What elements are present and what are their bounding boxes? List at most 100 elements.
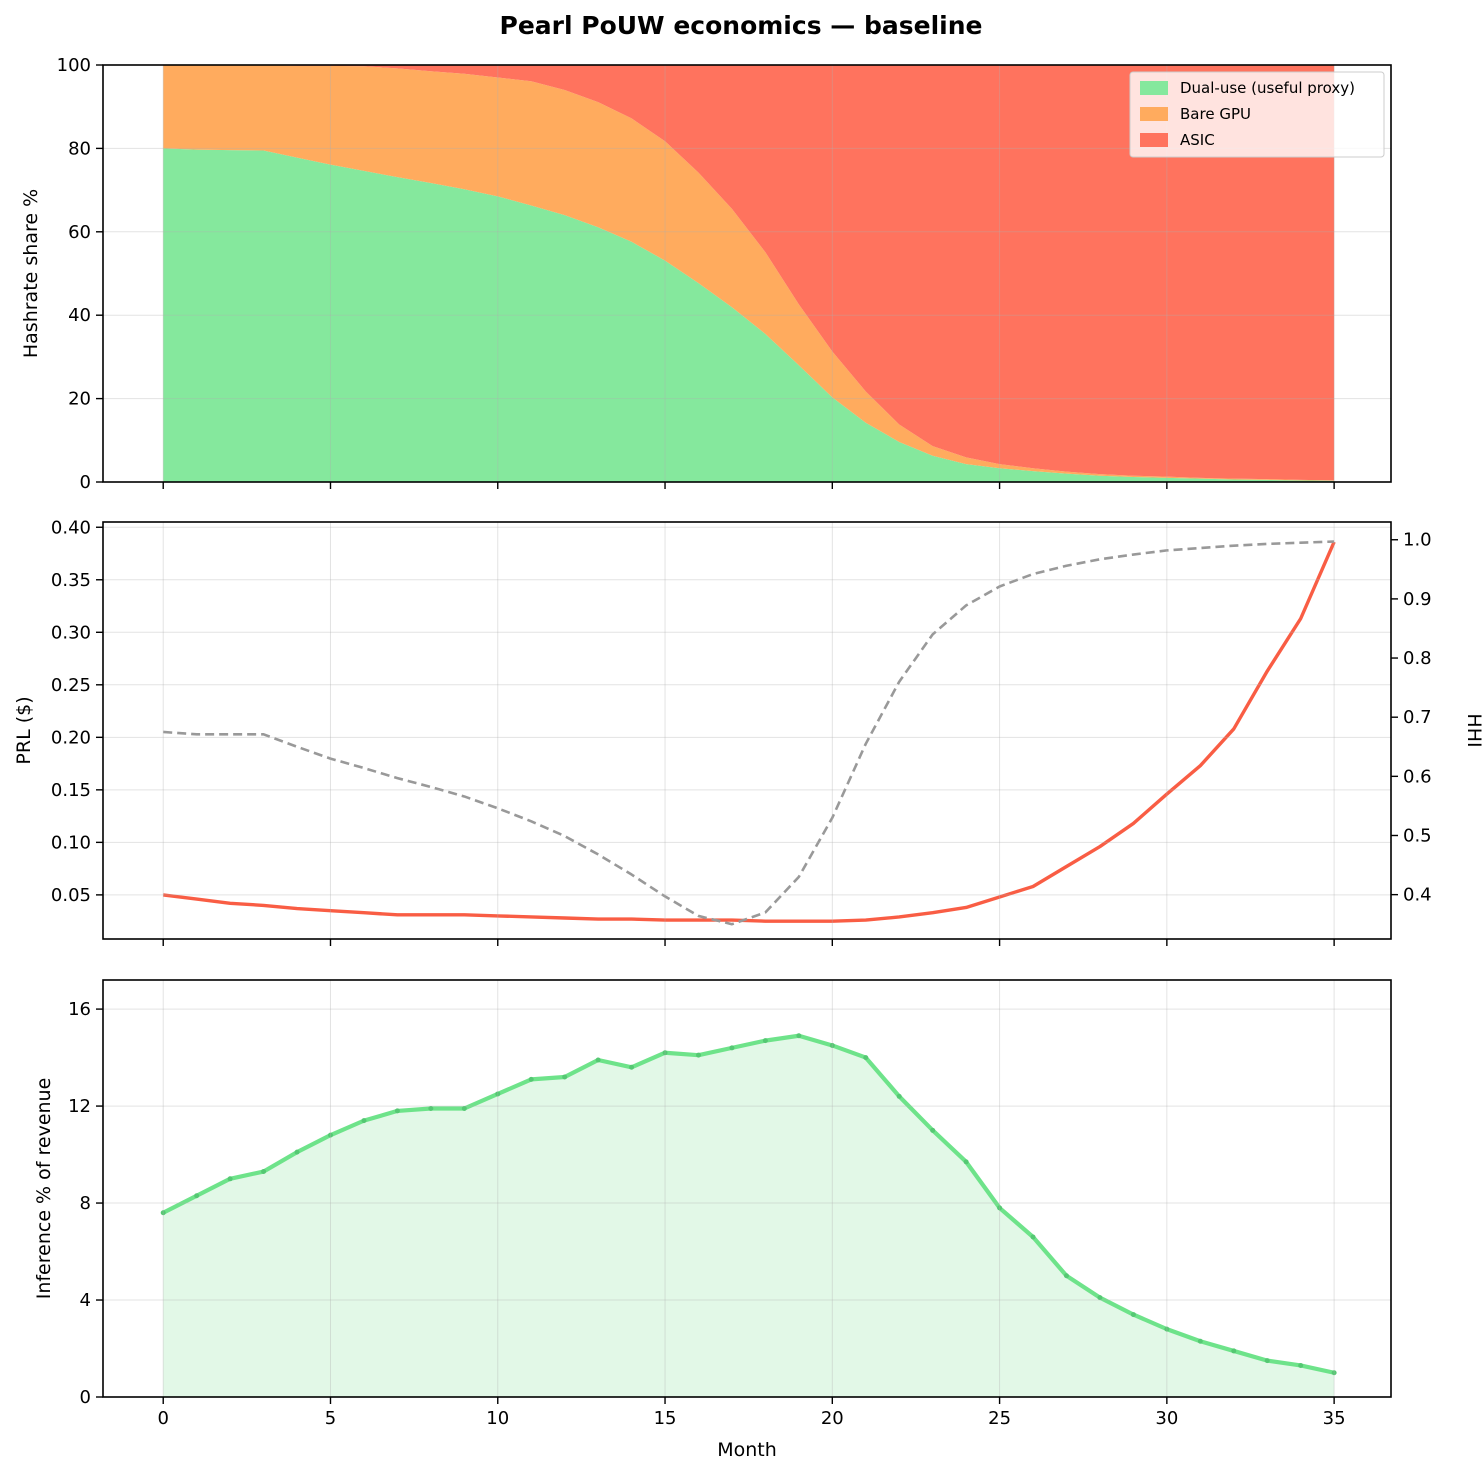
inference-point: [361, 1118, 367, 1124]
legend-label: Dual-use (useful proxy): [1180, 79, 1355, 97]
figure-title: Pearl PoUW economics — baseline: [500, 11, 983, 40]
y2-tick-label: 0.8: [1403, 648, 1432, 669]
inference-area: [163, 1035, 1335, 1397]
legend-swatch: [1140, 133, 1168, 147]
legend-box: [1129, 71, 1385, 158]
x-tick-label: 25: [988, 1408, 1011, 1429]
y2-axis-label: HHI: [1463, 713, 1483, 747]
x-tick-label: 20: [821, 1408, 844, 1429]
y-tick-label: 0.15: [51, 780, 91, 801]
inference-point: [997, 1205, 1003, 1211]
inference-point: [1197, 1338, 1203, 1344]
prl-line: [163, 541, 1336, 923]
inference-point: [194, 1193, 200, 1199]
y2-tick-label: 0.7: [1403, 707, 1432, 728]
y-tick-label: 0: [80, 472, 91, 493]
y-tick-label: 20: [68, 389, 91, 410]
inference-point: [629, 1064, 635, 1070]
inference-point: [461, 1105, 467, 1111]
inference-point: [1331, 1370, 1337, 1376]
y-tick-label: 12: [68, 1096, 91, 1117]
plot-area: [160, 1033, 1337, 1397]
inference-point: [729, 1045, 735, 1051]
y-axis-label: Hashrate share %: [20, 189, 42, 358]
inference-point: [428, 1105, 434, 1111]
panel-3: 0 5 10 15 20 25 30 35 0 4 8 12 16 Inference % of reve…: [33, 979, 1392, 1461]
inference-point: [1164, 1326, 1170, 1332]
y-tick-label: 8: [80, 1193, 91, 1214]
y-tick-label: 0.35: [51, 570, 91, 591]
y-tick-label: 0.25: [51, 675, 91, 696]
y-tick-label: 0.20: [51, 727, 91, 748]
legend-label: ASIC: [1180, 131, 1215, 149]
plot-area: [163, 65, 1335, 482]
y-tick-label: 80: [68, 138, 91, 159]
y-tick-label: 0: [80, 1387, 91, 1408]
hhi-line: [163, 540, 1335, 926]
y2-tick-label: 1.0: [1403, 530, 1432, 551]
inference-point: [160, 1210, 166, 1216]
inference-point: [796, 1033, 802, 1039]
plot-area: [163, 540, 1336, 926]
y-tick-label: 4: [80, 1290, 91, 1311]
inference-point: [1097, 1295, 1103, 1301]
inference-point: [695, 1052, 701, 1058]
grid: [103, 522, 1391, 939]
axes-frame: [102, 64, 1392, 483]
inference-point: [1030, 1234, 1036, 1240]
x-tick-label: 0: [157, 1408, 168, 1429]
y-tick-label: 40: [68, 305, 91, 326]
inference-point: [1231, 1348, 1237, 1354]
x-tick-label: 35: [1323, 1408, 1346, 1429]
inference-point: [1130, 1312, 1136, 1318]
inference-point: [595, 1057, 601, 1063]
x-axis-label: Month: [717, 1439, 777, 1461]
legend-label: Bare GPU: [1180, 105, 1251, 123]
inference-point: [562, 1074, 568, 1080]
panel-1: 0 20 40 60 80 100 Hashrate share % Dual-use (us…: [20, 55, 1392, 493]
y2-tick-label: 0.6: [1403, 766, 1432, 787]
area-dual-use-useful-proxy: [163, 148, 1335, 482]
y-tick-label: 0.40: [51, 517, 91, 538]
y-tick-label: 100: [57, 55, 91, 76]
y-tick-label: 0.10: [51, 832, 91, 853]
y2-tick-label: 0.5: [1403, 825, 1432, 846]
inference-point: [963, 1159, 969, 1165]
inference-point: [829, 1042, 835, 1048]
y-axis-label: PRL ($): [13, 696, 35, 764]
y-tick-label: 60: [68, 222, 91, 243]
legend-swatch: [1140, 107, 1168, 121]
x-tick-label: 15: [654, 1408, 677, 1429]
axes-frame: [102, 979, 1392, 1398]
x-tick-label: 10: [486, 1408, 509, 1429]
inference-point: [495, 1091, 501, 1097]
inference-point: [1298, 1362, 1304, 1368]
inference-point: [227, 1176, 233, 1182]
y-tick-label: 0.30: [51, 622, 91, 643]
inference-point: [1063, 1273, 1069, 1279]
x-tick-label: 30: [1155, 1408, 1178, 1429]
inference-point: [327, 1132, 333, 1138]
inference-line: [162, 1033, 1335, 1375]
inference-point: [762, 1038, 768, 1044]
y2-tick-label: 0.9: [1403, 589, 1432, 610]
inference-point: [261, 1169, 267, 1175]
y-axis-label: Inference % of revenue: [33, 1078, 55, 1300]
legend: Dual-use (useful proxy) Bare GPU ASIC: [1129, 71, 1385, 158]
inference-point: [1264, 1358, 1270, 1364]
legend-swatch: [1140, 81, 1168, 95]
inference-point: [394, 1108, 400, 1114]
inference-point: [863, 1055, 869, 1061]
y-tick-label: 0.05: [51, 885, 91, 906]
inference-point: [896, 1093, 902, 1099]
area-asic: [163, 65, 1335, 481]
inference-point: [294, 1149, 300, 1155]
area-bare-gpu: [163, 65, 1335, 481]
panel-2: 0.05 0.10 0.15 0.20 0.25 0.30 0.35 0.40 0.4 0.5 0.…: [13, 517, 1483, 946]
y2-tick-label: 0.4: [1403, 885, 1432, 906]
axes-frame: [102, 521, 1392, 940]
y-tick-label: 16: [68, 999, 91, 1020]
inference-point: [528, 1076, 534, 1082]
inference-point: [662, 1050, 668, 1056]
